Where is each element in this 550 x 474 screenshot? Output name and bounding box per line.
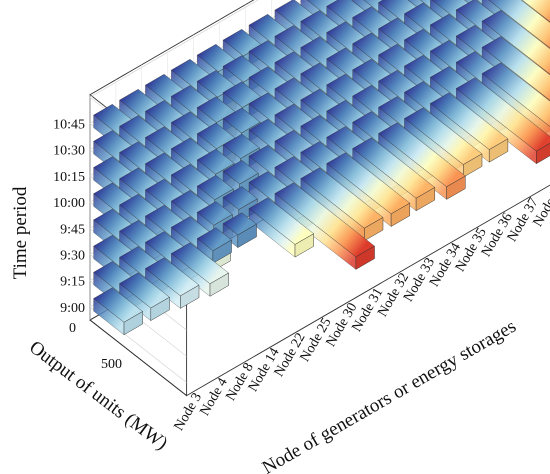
bar-end-face bbox=[180, 284, 200, 309]
bar-end-face bbox=[237, 223, 257, 248]
time-tick-label: 10:00 bbox=[53, 196, 85, 211]
bar-end-face bbox=[390, 202, 411, 227]
time-tick-label: 9:45 bbox=[60, 222, 85, 237]
bar-end-face bbox=[209, 272, 229, 297]
bar-end-face bbox=[150, 296, 170, 321]
bar-end-face bbox=[446, 175, 466, 200]
bar-end-face bbox=[123, 311, 143, 336]
bar-node-34-900 bbox=[352, 137, 436, 212]
bar-end-face bbox=[463, 153, 483, 178]
bar-end-face bbox=[415, 187, 436, 212]
time-tick-label: 9:15 bbox=[60, 275, 85, 290]
z-axis-title: Time period bbox=[10, 186, 31, 279]
bar-end-face bbox=[364, 217, 384, 242]
bar-node-25-900 bbox=[222, 212, 257, 248]
bar-node-30-900 bbox=[248, 197, 315, 258]
bar-node-33-900 bbox=[326, 152, 411, 227]
output-tick-label: 0 bbox=[69, 321, 76, 336]
bar-node-32-900 bbox=[300, 167, 384, 242]
bar-node-31-900 bbox=[274, 182, 375, 270]
bar-node-4-900 bbox=[119, 272, 170, 321]
bar-node-37-900 bbox=[429, 92, 509, 163]
bar-node-8-900 bbox=[145, 257, 200, 309]
bar-end-face bbox=[294, 233, 314, 258]
bar-end-face bbox=[536, 142, 550, 165]
y-axis-title: Output of units (MW) bbox=[25, 337, 171, 454]
time-tick-label: 10:30 bbox=[53, 144, 85, 159]
bars-group bbox=[93, 0, 550, 336]
output-tick-label: 500 bbox=[101, 357, 122, 372]
bar-node-14-900 bbox=[170, 242, 229, 297]
time-tick-label: 9:00 bbox=[60, 301, 85, 316]
bar-end-face bbox=[212, 239, 232, 264]
bar-node-38-900 bbox=[455, 77, 550, 165]
bar-end-face bbox=[488, 138, 509, 163]
bar-node-3-900 bbox=[93, 287, 143, 336]
time-tick-label: 9:30 bbox=[60, 249, 85, 264]
bar-node-22-900 bbox=[196, 227, 232, 264]
time-tick-label: 10:15 bbox=[53, 170, 85, 185]
time-tick-label: 10:45 bbox=[53, 118, 85, 133]
bar-end-face bbox=[355, 245, 375, 270]
